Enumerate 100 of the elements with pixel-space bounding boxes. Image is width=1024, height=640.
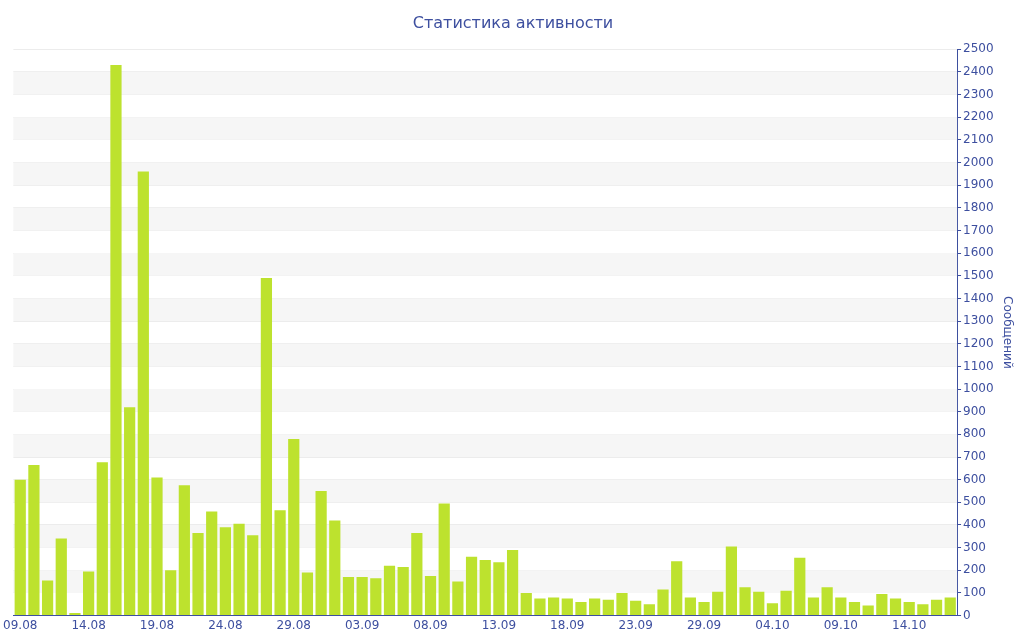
bar xyxy=(165,570,177,616)
bar xyxy=(178,485,190,616)
y-tick-label: 300 xyxy=(963,539,986,554)
bar xyxy=(835,597,847,616)
bar xyxy=(889,598,902,616)
bar xyxy=(534,598,546,616)
x-tick-label: 14.08 xyxy=(71,617,106,632)
bar xyxy=(493,562,505,616)
bar xyxy=(671,561,683,616)
x-tick-label: 04.10 xyxy=(755,617,790,632)
y-axis-title: Сообщений xyxy=(1000,296,1015,369)
y-tick-label: 100 xyxy=(963,585,986,600)
bar xyxy=(862,605,874,616)
bar xyxy=(137,171,149,616)
y-tick-label: 1300 xyxy=(963,313,994,328)
y-tick-label: 0 xyxy=(963,607,971,622)
y-tick-label: 700 xyxy=(963,449,986,464)
bar xyxy=(151,477,163,616)
bar xyxy=(260,278,273,616)
bar xyxy=(397,566,409,616)
bar xyxy=(548,597,560,616)
bar xyxy=(712,591,724,616)
bar xyxy=(876,594,888,616)
bar xyxy=(424,575,437,616)
bar xyxy=(616,592,628,616)
bar xyxy=(452,581,464,616)
bar xyxy=(848,602,861,616)
bar xyxy=(643,604,655,616)
bar xyxy=(219,527,231,616)
bar xyxy=(698,602,710,616)
x-tick-label: 24.08 xyxy=(208,617,243,632)
y-tick-label: 900 xyxy=(963,403,986,418)
bar xyxy=(370,578,382,616)
x-tick-label: 03.09 xyxy=(344,617,380,632)
bar xyxy=(274,510,286,616)
bar xyxy=(807,597,820,616)
chart-title: Статистика активности xyxy=(412,12,614,32)
bar xyxy=(465,556,478,616)
bar xyxy=(342,577,355,616)
y-tick-label: 1800 xyxy=(963,199,994,214)
bar xyxy=(506,549,519,616)
bar xyxy=(206,511,218,616)
bar xyxy=(124,407,136,616)
y-tick-label: 800 xyxy=(963,426,986,441)
bar xyxy=(383,565,396,616)
bar xyxy=(930,599,943,616)
y-tick-label: 200 xyxy=(963,562,986,577)
bar xyxy=(329,520,341,616)
x-tick-label: 13.09 xyxy=(481,617,517,632)
bar xyxy=(411,532,423,616)
bar xyxy=(520,592,532,616)
y-tick-label: 2200 xyxy=(963,109,994,124)
y-tick-label: 1700 xyxy=(963,222,994,237)
bar xyxy=(821,587,833,616)
bar xyxy=(794,557,806,616)
bar xyxy=(41,580,54,616)
bar xyxy=(575,602,587,616)
bar xyxy=(55,538,67,616)
y-tick-label: 1500 xyxy=(963,267,994,282)
x-tick-label: 14.10 xyxy=(892,617,927,632)
bar xyxy=(602,599,614,616)
bar xyxy=(83,571,95,616)
bar xyxy=(438,503,450,616)
bar xyxy=(14,479,26,616)
bar xyxy=(753,591,765,616)
y-tick-label: 500 xyxy=(963,494,986,509)
bar xyxy=(725,546,738,616)
bar xyxy=(110,65,122,616)
y-tick-label: 2100 xyxy=(963,131,994,146)
x-tick-label: 08.09 xyxy=(413,617,448,632)
x-tick-label: 29.08 xyxy=(276,617,311,632)
bar xyxy=(657,589,669,616)
bar xyxy=(739,587,751,616)
y-tick-label: 1000 xyxy=(963,381,994,396)
bar xyxy=(28,464,40,616)
bar xyxy=(917,604,929,616)
bar xyxy=(233,523,245,616)
bar xyxy=(69,612,81,616)
x-tick-label: 18.09 xyxy=(550,617,585,632)
bar xyxy=(684,597,696,616)
bar xyxy=(356,577,368,616)
y-tick-label: 2300 xyxy=(963,86,994,101)
y-tick-label: 400 xyxy=(963,517,986,532)
bar xyxy=(247,535,259,616)
y-tick-label: 2500 xyxy=(963,41,994,56)
y-tick-label: 1600 xyxy=(963,245,994,260)
bar xyxy=(903,602,915,616)
y-tick-label: 1100 xyxy=(963,358,994,373)
bar xyxy=(630,600,642,616)
y-tick-label: 1900 xyxy=(963,177,994,192)
x-tick-label: 29.09 xyxy=(686,617,722,632)
x-tick-label: 09.10 xyxy=(823,617,858,632)
bar xyxy=(589,598,601,616)
bar xyxy=(288,438,300,616)
bar xyxy=(766,603,779,616)
y-tick-label: 1200 xyxy=(963,335,994,350)
bar xyxy=(561,598,573,616)
bar xyxy=(315,490,327,616)
y-tick-label: 600 xyxy=(963,471,986,486)
y-tick-label: 2000 xyxy=(963,154,994,169)
